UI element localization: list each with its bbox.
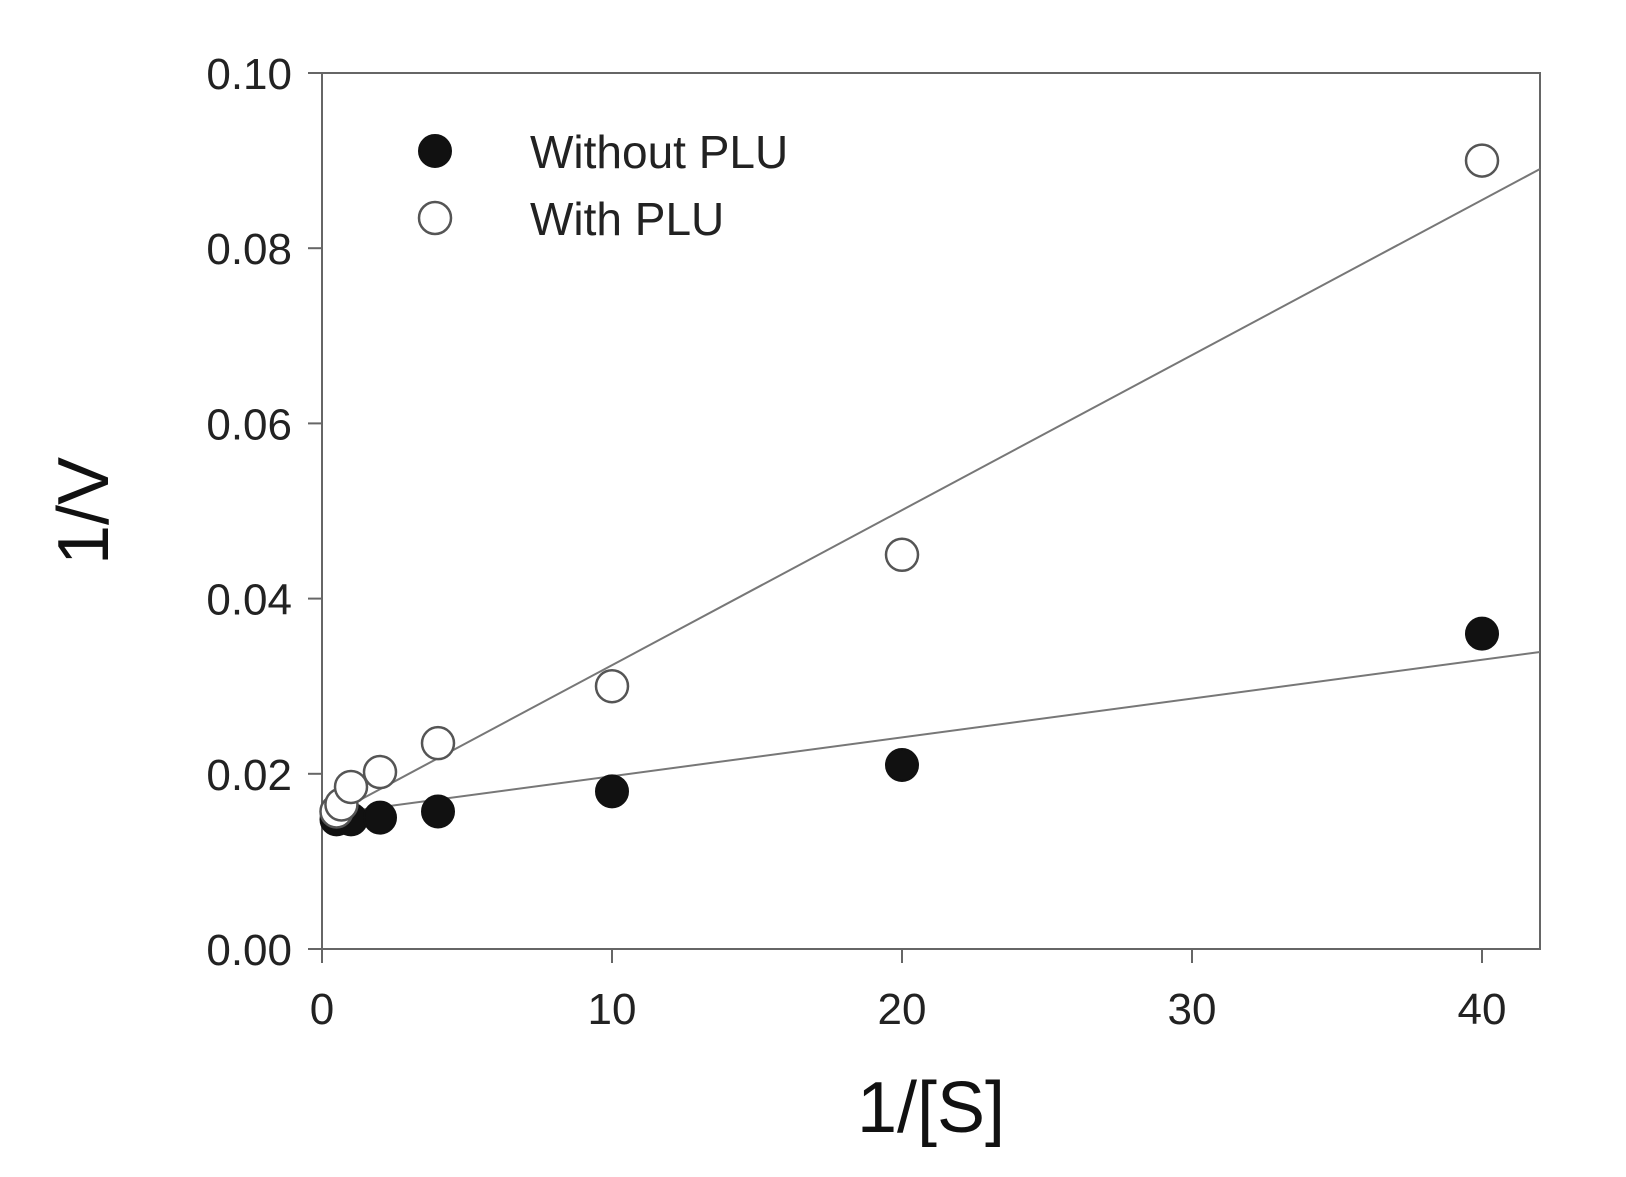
legend-marker-without-plu	[418, 134, 452, 168]
x-tick-label: 20	[878, 985, 927, 1034]
y-axis-ticks: 0.00 0.02 0.04 0.06 0.08 0.10	[206, 50, 322, 975]
point-without-plu	[595, 774, 629, 809]
legend-label-with-plu: With PLU	[530, 193, 724, 245]
fit-line-without-plu	[336, 650, 1541, 815]
fit-line-with-plu	[336, 168, 1541, 814]
point-without-plu	[421, 794, 455, 829]
plot-frame	[321, 72, 1541, 950]
point-without-plu	[363, 800, 397, 835]
point-with-plu	[362, 754, 398, 790]
point-with-plu	[333, 769, 369, 805]
point-without-plu	[885, 748, 919, 783]
x-tick-label: 0	[310, 985, 334, 1034]
point-with-plu	[420, 725, 456, 761]
legend-label-without-plu: Without PLU	[530, 126, 788, 178]
y-axis-title: 1/V	[44, 457, 124, 565]
fit-lines	[336, 168, 1541, 815]
x-axis-ticks: 0 10 20 30 40	[310, 949, 1507, 1034]
y-tick-label: 0.00	[206, 926, 292, 975]
y-tick-label: 0.08	[206, 225, 292, 274]
y-tick-label: 0.06	[206, 400, 292, 449]
x-tick-label: 40	[1458, 985, 1507, 1034]
y-tick-label: 0.04	[206, 576, 292, 625]
legend-marker-with-plu	[417, 200, 453, 236]
x-tick-label: 10	[588, 985, 637, 1034]
y-tick-label: 0.02	[206, 751, 292, 800]
legend: Without PLU With PLU	[417, 126, 788, 245]
x-tick-label: 30	[1168, 985, 1217, 1034]
point-without-plu	[1465, 616, 1499, 651]
point-with-plu	[594, 668, 630, 704]
point-with-plu	[1464, 143, 1500, 178]
x-axis-title: 1/[S]	[857, 1068, 1005, 1148]
data-points	[319, 143, 1500, 837]
y-tick-label: 0.10	[206, 50, 292, 99]
point-with-plu	[884, 537, 920, 573]
